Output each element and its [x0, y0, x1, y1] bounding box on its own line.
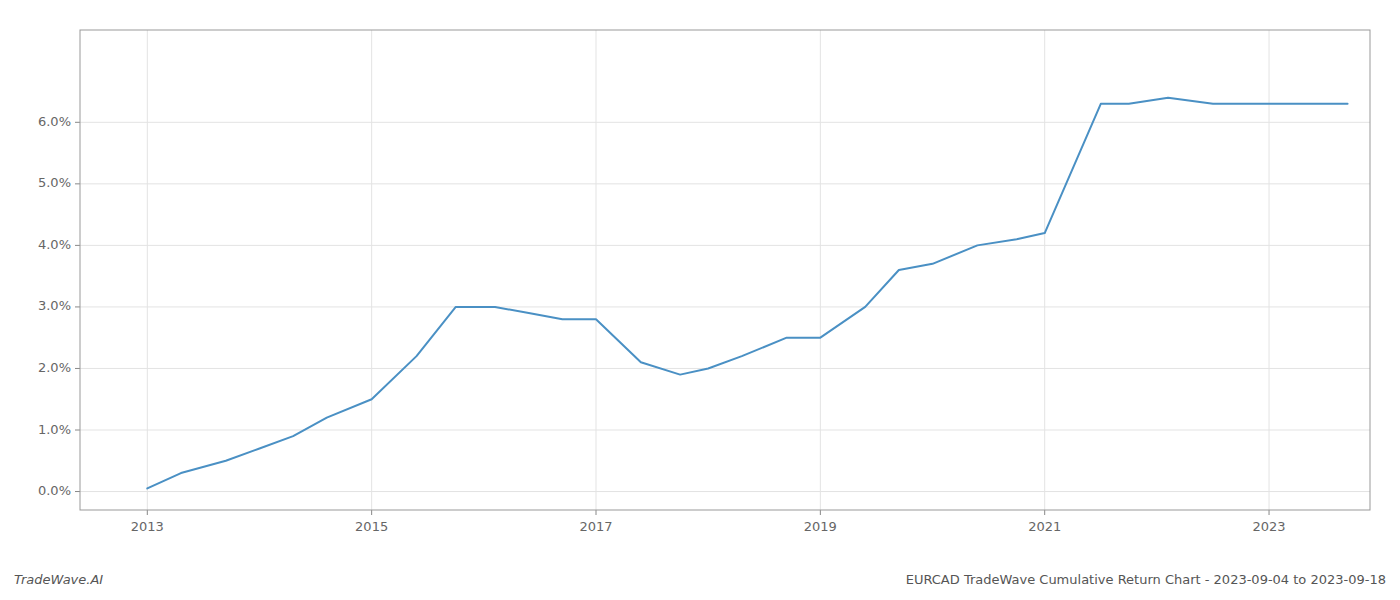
plot-area: [147, 98, 1347, 489]
y-tick-label: 0.0%: [38, 483, 71, 498]
y-grid-line: [80, 122, 1370, 123]
y-tick: [75, 183, 80, 184]
y-tick-label: 1.0%: [38, 422, 71, 437]
x-tick: [1044, 510, 1045, 515]
x-tick-label: 2021: [1028, 519, 1061, 534]
x-tick-label: 2017: [579, 519, 612, 534]
x-tick: [371, 510, 372, 515]
y-tick-label: 4.0%: [38, 237, 71, 252]
y-grid-line: [80, 491, 1370, 492]
x-tick: [1269, 510, 1270, 515]
y-tick-label: 5.0%: [38, 175, 71, 190]
title: EURCAD TradeWave Cumulative Return Chart…: [906, 572, 1386, 587]
x-grid-line: [371, 30, 372, 510]
x-tick-label: 2013: [131, 519, 164, 534]
axes: 0.0% 1.0% 2.0% 3.0% 4.0% 5.0% 6.0% 2013 2015 2017…: [38, 30, 1370, 534]
x-grid-line: [820, 30, 821, 510]
plot-frame: [80, 30, 1370, 510]
y-grid-line: [80, 183, 1370, 184]
x-tick: [820, 510, 821, 515]
y-tick: [75, 122, 80, 123]
y-tick: [75, 306, 80, 307]
y-grid-line: [80, 430, 1370, 431]
x-tick: [596, 510, 597, 515]
x-grid-line: [147, 30, 148, 510]
y-tick-label: 6.0%: [38, 114, 71, 129]
x-tick-label: 2019: [804, 519, 837, 534]
line: [147, 98, 1347, 489]
y-tick: [75, 368, 80, 369]
y-tick: [75, 491, 80, 492]
x-grid-line: [1269, 30, 1270, 510]
watermark: TradeWave.AI: [14, 572, 103, 587]
grid: [80, 30, 1370, 510]
chart-svg: 0.0% 1.0% 2.0% 3.0% 4.0% 5.0% 6.0% 2013 2015 2017…: [0, 0, 1400, 600]
y-grid-line: [80, 245, 1370, 246]
y-grid-line: [80, 368, 1370, 369]
chart-container: 0.0% 1.0% 2.0% 3.0% 4.0% 5.0% 6.0% 2013 2015 2017…: [0, 0, 1400, 600]
y-tick: [75, 430, 80, 431]
x-tick-label: 2015: [355, 519, 388, 534]
y-tick: [75, 245, 80, 246]
y-tick-label: 2.0%: [38, 360, 71, 375]
x-tick: [147, 510, 148, 515]
y-tick-label: 3.0%: [38, 298, 71, 313]
x-tick-label: 2023: [1252, 519, 1285, 534]
y-grid-line: [80, 306, 1370, 307]
x-grid-line: [596, 30, 597, 510]
x-grid-line: [1044, 30, 1045, 510]
